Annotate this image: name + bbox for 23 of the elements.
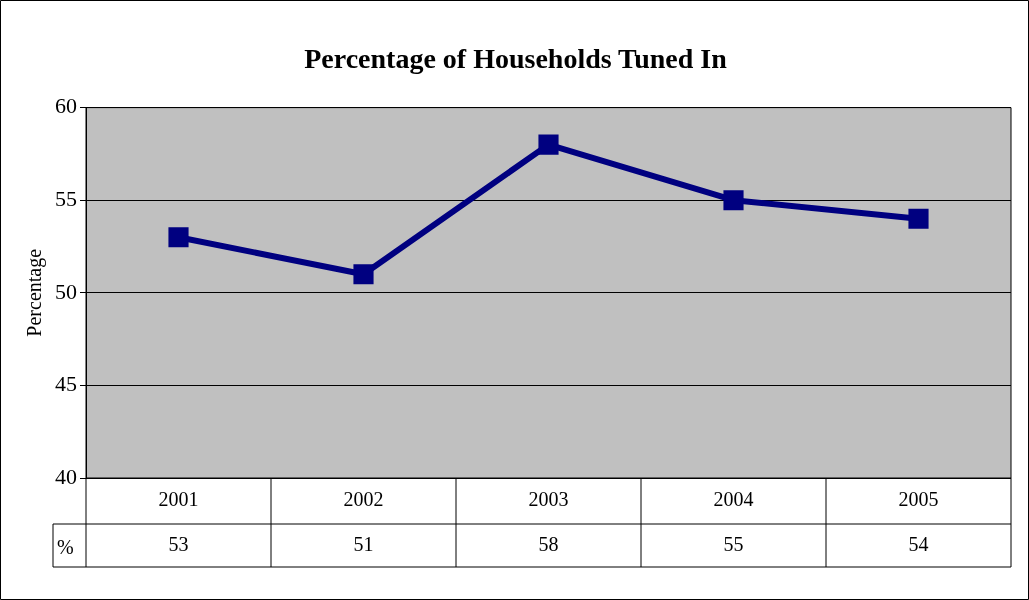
point [908,208,929,229]
x-tick-label: 2001 [158,488,199,511]
point [538,134,559,155]
point [353,264,374,285]
y-axis-title: Percentage [23,248,47,337]
data-label: 54 [908,532,929,555]
y-tick-label: 55 [55,185,77,211]
point [723,190,744,211]
data-label: 55 [723,532,744,555]
y-tick-label: 40 [55,463,77,489]
x-tick-label: 2004 [713,488,754,511]
data-label: 53 [168,532,189,555]
x-tick-label: 2005 [898,488,939,511]
y-tick-label: 50 [55,278,77,304]
y-tick-label: 60 [55,93,77,119]
y-tick-label: 45 [55,371,77,397]
x-tick-label: 2002 [343,488,384,511]
x-tick-label: 2003 [528,488,569,511]
point [168,227,189,248]
data-label: 51 [353,532,374,555]
data-label: 58 [538,532,559,555]
chart-title: Percentage of Households Tuned In [304,43,728,75]
text: % [57,535,74,558]
